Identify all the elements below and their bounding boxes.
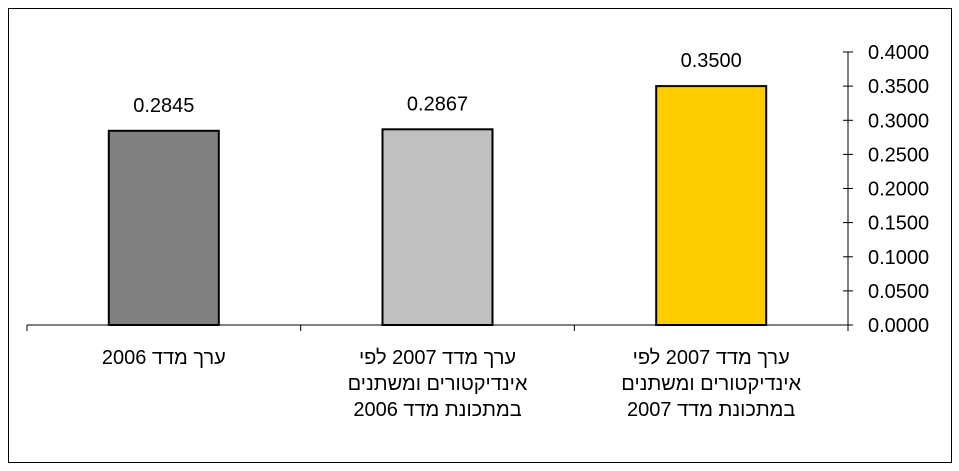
- data-label: 0.3500: [681, 50, 742, 72]
- y-tick-label: 0.1000: [868, 247, 929, 269]
- bar: [107, 129, 220, 326]
- data-label: 0.2845: [133, 95, 194, 117]
- y-tick-label: 0.2000: [868, 179, 929, 201]
- y-tick-label: 0.1500: [868, 213, 929, 235]
- data-label: 0.2867: [407, 93, 468, 115]
- y-tick-label: 0.3500: [868, 76, 929, 98]
- x-tick-label: ערך מדד 2007 לפי אינדיקטורים ומשתנים במת…: [621, 347, 802, 421]
- x-tick-label: ערך מדד 2006: [101, 347, 226, 369]
- y-tick-label: 0.2500: [868, 144, 929, 166]
- bar: [381, 128, 494, 326]
- y-tick-label: 0.4000: [868, 42, 929, 64]
- x-tick-label: ערך מדד 2007 לפי אינדיקטורים ומשתנים במת…: [347, 347, 528, 421]
- y-tick-label: 0.0000: [868, 315, 929, 337]
- bar: [655, 85, 768, 326]
- y-tick-label: 0.3000: [868, 110, 929, 132]
- y-tick-label: 0.0500: [868, 281, 929, 303]
